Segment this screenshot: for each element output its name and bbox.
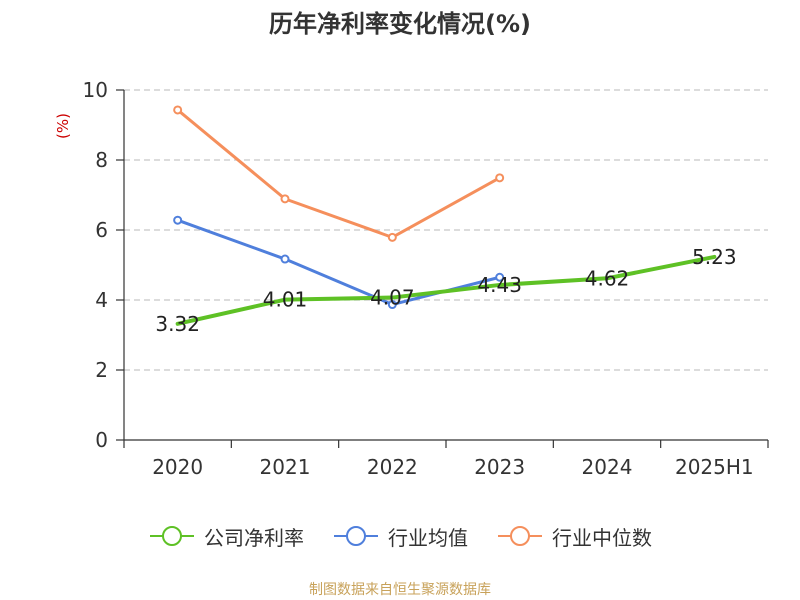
legend-item-2[interactable]: 行业均值 [332, 522, 468, 551]
chart-title: 历年净利率变化情况(%) [269, 10, 531, 38]
x-tick-labels: 2020 2021 2022 2023 2024 2025H1 [152, 455, 753, 479]
data-label-2021: 4.01 [263, 288, 308, 312]
series-1-line [175, 254, 717, 326]
series-group: 3.32 4.01 4.07 4.43 4.62 5.23 [155, 105, 737, 336]
legend-label: 行业均值 [388, 525, 468, 550]
legend-item-1[interactable]: 公司净利率 [148, 522, 304, 551]
y-tick-label-8: 8 [95, 148, 108, 172]
series-3-point-1 [280, 194, 290, 204]
y-axis-label: (%) [54, 113, 72, 139]
x-tick-label-2022: 2022 [367, 455, 418, 479]
series-1: 3.32 4.01 4.07 4.43 4.62 5.23 [155, 245, 736, 336]
y-tick-label-2: 2 [95, 358, 108, 382]
series-3-line [176, 108, 502, 239]
legend-marker-icon [498, 526, 542, 546]
series-2-point-1 [280, 254, 290, 264]
series-2-point-0 [173, 215, 183, 225]
data-label-2023: 4.43 [477, 273, 522, 297]
y-tick-label-0: 0 [95, 428, 108, 452]
legend: 公司净利率 行业均值 行业中位数 [0, 520, 800, 552]
series-3-point-3 [495, 173, 505, 183]
x-tick-label-2023: 2023 [474, 455, 525, 479]
legend-item-3[interactable]: 行业中位数 [496, 522, 652, 551]
legend-marker-icon [150, 526, 194, 546]
data-label-2024: 4.62 [585, 266, 630, 290]
data-label-2025H1: 5.23 [692, 245, 737, 269]
data-label-2020: 3.32 [155, 312, 200, 336]
x-tick-label-2025H1: 2025H1 [675, 455, 754, 479]
series-2-point-2 [387, 300, 397, 310]
y-tick-label-6: 6 [95, 218, 108, 242]
grid-lines [124, 89, 768, 371]
series-3-point-0 [173, 105, 183, 115]
source-note: 制图数据来自恒生聚源数据库 [309, 582, 491, 598]
series-2-point-3 [495, 272, 505, 282]
x-tick-label-2021: 2021 [260, 455, 311, 479]
series-3 [173, 105, 505, 242]
x-tick-label-2020: 2020 [152, 455, 203, 479]
data-label-2022: 4.07 [370, 286, 415, 310]
legend-marker-icon [334, 526, 378, 546]
y-tick-label-10: 10 [83, 78, 108, 102]
y-tick-label-4: 4 [95, 288, 108, 312]
series-3-point-2 [387, 232, 397, 242]
axes [116, 89, 769, 448]
x-tick-label-2024: 2024 [582, 455, 633, 479]
legend-label: 行业中位数 [552, 525, 652, 550]
legend-label: 公司净利率 [204, 525, 304, 550]
y-tick-labels: 0 2 4 6 8 10 [83, 78, 108, 452]
